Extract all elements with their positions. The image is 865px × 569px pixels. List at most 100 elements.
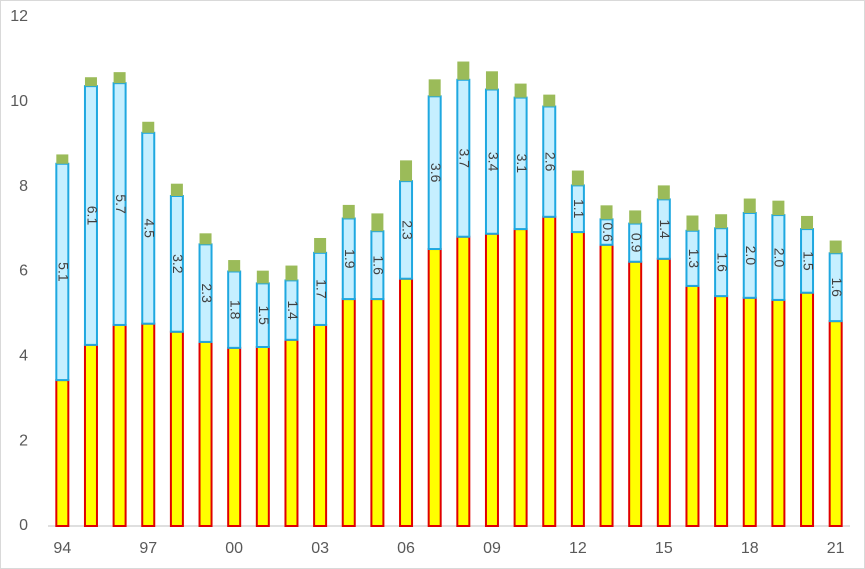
bar-segment (542, 215, 557, 527)
value-label: 3.4 (485, 152, 501, 172)
value-label: 1.4 (285, 300, 301, 320)
value-label: 1.1 (571, 199, 587, 219)
y-tick-label: 0 (19, 517, 28, 534)
x-tick-label: 00 (225, 540, 243, 557)
bar-segment (199, 233, 212, 245)
bar-segment (686, 215, 699, 231)
bar-segment (314, 237, 327, 253)
bar-segment (428, 79, 441, 97)
value-label: 1.3 (686, 249, 702, 269)
bar-segment (399, 277, 414, 528)
x-tick-label: 12 (569, 540, 587, 557)
bar-segment (456, 235, 471, 528)
bar-segment (313, 323, 328, 527)
bar-segment (484, 232, 499, 527)
bar-segment (743, 198, 756, 213)
value-label: 4.5 (142, 219, 158, 239)
bar-segment (485, 71, 498, 90)
bar-segment (772, 200, 785, 216)
value-label: 2.0 (772, 248, 788, 268)
bar-segment (742, 296, 757, 527)
bar-segment (255, 346, 270, 528)
value-label: 3.7 (457, 149, 473, 169)
x-tick-label: 15 (655, 540, 673, 557)
bar-segment (828, 320, 843, 527)
bar-segment (600, 205, 613, 220)
x-tick-label: 94 (53, 540, 71, 557)
bar-segment (656, 257, 671, 527)
bar-segment (657, 185, 670, 200)
bar-segment (629, 210, 642, 224)
bar-segment (170, 183, 183, 196)
bar-segment (400, 160, 413, 182)
bar-segment (342, 204, 355, 219)
bar-segment (55, 379, 70, 527)
bar-segment (256, 270, 269, 284)
x-tick-label: 06 (397, 540, 415, 557)
x-tick-label: 97 (139, 540, 157, 557)
bar-segment (542, 105, 557, 218)
bar-segment (55, 162, 70, 382)
x-tick-label: 21 (827, 540, 845, 557)
bar-segment (715, 214, 728, 229)
bar-segment (829, 240, 842, 254)
value-label: 1.8 (227, 300, 243, 320)
bar-segment (198, 340, 213, 527)
value-label: 2.0 (743, 246, 759, 266)
value-label: 0.6 (600, 222, 616, 242)
value-label: 5.7 (113, 194, 129, 214)
bar-segment (801, 215, 814, 230)
bar-segment (141, 322, 156, 527)
value-label: 1.6 (371, 255, 387, 275)
y-tick-label: 8 (19, 178, 28, 195)
bar-segment (543, 94, 556, 107)
bar-segment (571, 170, 584, 186)
x-tick-label: 18 (741, 540, 759, 557)
value-label: 3.2 (170, 254, 186, 274)
bar-segment (513, 228, 528, 527)
bar-segment (228, 260, 241, 272)
value-label: 2.6 (543, 152, 559, 172)
y-tick-label: 2 (19, 432, 28, 449)
bar-segment (628, 260, 643, 527)
bar-segment (284, 338, 299, 527)
value-label: 1.6 (829, 277, 845, 297)
bar-segment (142, 121, 155, 133)
value-label: 6.1 (84, 206, 100, 226)
bar-segment (169, 194, 184, 333)
value-label: 1.4 (657, 219, 673, 239)
bar-segment (56, 154, 69, 164)
value-label: 1.9 (342, 249, 358, 269)
bar-segment (771, 298, 786, 527)
bar-segment (570, 231, 585, 528)
bar-segment (84, 77, 97, 87)
bar-segment (83, 343, 98, 527)
value-label: 1.7 (313, 279, 329, 299)
value-label: 1.6 (714, 252, 730, 272)
value-label: 1.5 (256, 305, 272, 325)
x-tick-label: 03 (311, 540, 329, 557)
value-label: 3.6 (428, 163, 444, 183)
bar-segment (370, 298, 385, 527)
bar-segment (285, 265, 298, 281)
value-label: 3.1 (514, 154, 530, 174)
value-label: 1.5 (800, 251, 816, 271)
bar-segment (685, 284, 700, 527)
value-label: 0.9 (628, 233, 644, 253)
y-tick-label: 4 (19, 348, 28, 365)
bar-segment (227, 346, 242, 527)
y-tick-label: 10 (10, 93, 28, 110)
value-label: 2.3 (399, 220, 415, 240)
y-tick-label: 6 (19, 263, 28, 280)
bar-segment (341, 298, 356, 527)
bar-segment (800, 291, 815, 528)
bar-segment (427, 248, 442, 527)
bar-segment (599, 243, 614, 527)
bar-segment (169, 330, 184, 527)
bar-segment (457, 61, 470, 80)
value-label: 5.1 (56, 262, 72, 282)
x-tick-label: 09 (483, 540, 501, 557)
value-label: 2.3 (199, 283, 215, 303)
bar-segment (113, 72, 126, 84)
